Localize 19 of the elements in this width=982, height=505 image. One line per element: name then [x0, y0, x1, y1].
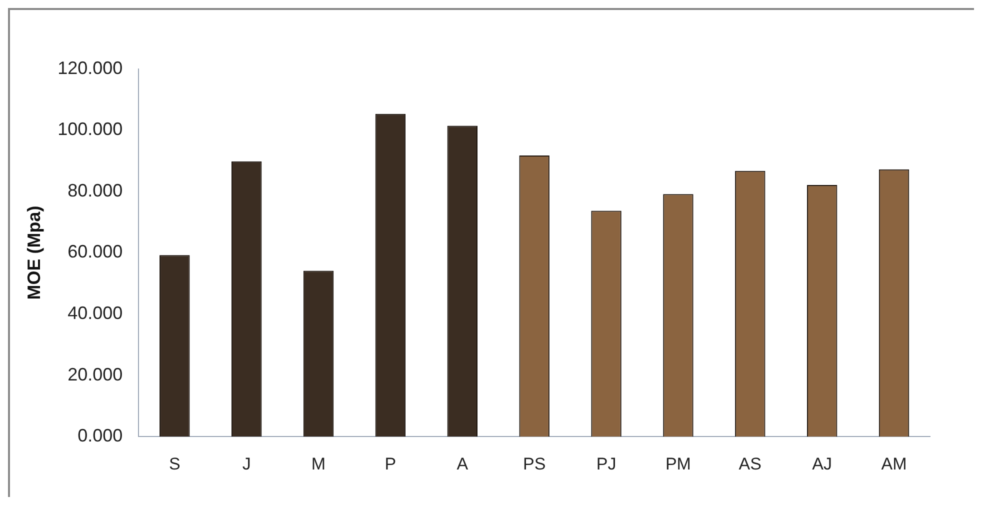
- x-tick-label: J: [242, 454, 251, 474]
- y-tick-label: 60.000: [68, 242, 123, 262]
- x-tick-label: A: [456, 454, 469, 474]
- x-tick-label: S: [168, 454, 180, 474]
- y-tick-label: 80.000: [68, 180, 123, 200]
- x-tick-label: PJ: [596, 454, 616, 474]
- x-tick-label: AJ: [812, 454, 832, 474]
- y-tick-label: 120.000: [58, 58, 123, 78]
- y-axis-title: MOE (Mpa): [24, 206, 44, 300]
- y-tick-label: 100.000: [58, 119, 123, 140]
- x-tick-label: PS: [522, 454, 546, 474]
- x-tick-label: AS: [738, 454, 762, 474]
- y-tick-label: 40.000: [68, 302, 123, 323]
- y-tick-label: 20.000: [68, 364, 123, 384]
- x-tick-label: PM: [665, 454, 691, 474]
- x-tick-label: P: [384, 454, 396, 474]
- x-tick-label: AM: [881, 454, 907, 474]
- x-tick-label: M: [311, 454, 326, 474]
- y-tick-label: 0.000: [78, 426, 123, 446]
